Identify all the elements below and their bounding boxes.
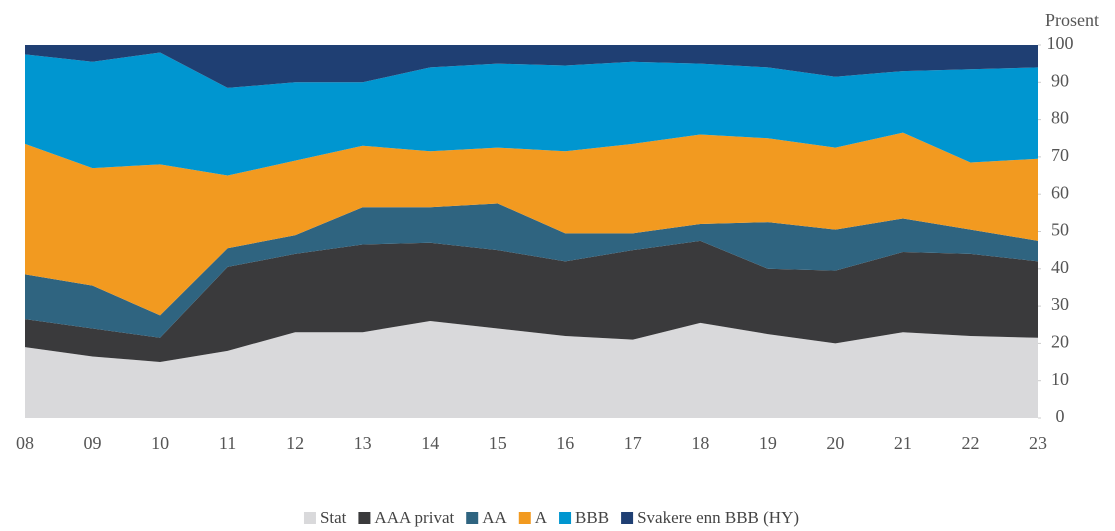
- legend-swatch: [466, 512, 479, 524]
- x-tick-label: 12: [286, 433, 304, 453]
- x-tick-label: 13: [354, 433, 372, 453]
- area: [25, 132, 1038, 316]
- legend-swatch: [559, 512, 572, 524]
- x-tick-label: 17: [624, 433, 642, 453]
- legend: Stat AAA privat AA A BBB Svakere enn BBB (HY): [303, 508, 799, 527]
- legend-item: Svakere enn BBB (HY): [621, 508, 799, 527]
- x-tick-label: 19: [759, 433, 777, 453]
- area: [25, 203, 1038, 338]
- legend-label: AAA privat: [374, 508, 454, 527]
- area: [25, 321, 1038, 418]
- legend-label: Svakere enn BBB (HY): [637, 508, 799, 527]
- x-tick-label: 21: [894, 433, 912, 453]
- y-axis-label: Prosent: [1045, 10, 1099, 30]
- legend-swatch: [621, 512, 634, 524]
- legend-swatch: [358, 512, 371, 524]
- x-tick-label: 10: [151, 433, 169, 453]
- x-tick-label: 20: [826, 433, 844, 453]
- x-tick-label: 16: [556, 433, 574, 453]
- x-tick-label: 08: [16, 433, 34, 453]
- x-tick-label: 14: [421, 433, 439, 453]
- y-tick-label: 80: [1051, 108, 1069, 128]
- y-tick-label: 40: [1051, 257, 1069, 277]
- y-tick-label: 30: [1051, 294, 1069, 314]
- legend-label: BBB: [575, 508, 609, 527]
- area: [25, 52, 1038, 176]
- legend-label: AA: [482, 508, 507, 527]
- area: [25, 240, 1038, 363]
- x-tick-label: 22: [961, 433, 979, 453]
- x-tick-label: 09: [84, 433, 102, 453]
- x-tick-label: 11: [219, 433, 236, 453]
- y-tick-label: 70: [1051, 145, 1069, 165]
- legend-swatch: [518, 512, 531, 524]
- y-tick-label: 20: [1051, 332, 1069, 352]
- legend-item: A: [518, 508, 548, 527]
- x-tick-label: 18: [691, 433, 709, 453]
- y-tick-label: 10: [1051, 369, 1069, 389]
- legend-item: AAA privat: [358, 508, 454, 527]
- legend-item: Stat: [303, 508, 347, 527]
- area: [25, 45, 1038, 88]
- legend-label: A: [535, 508, 548, 527]
- legend-swatch: [303, 512, 316, 524]
- x-tick-label: 23: [1029, 433, 1047, 453]
- y-tick-label: 50: [1051, 220, 1069, 240]
- y-tick-label: 60: [1051, 182, 1069, 202]
- legend-item: AA: [466, 508, 507, 527]
- legend-label: Stat: [320, 508, 347, 527]
- y-tick-label: 100: [1047, 33, 1074, 53]
- x-tick-label: 15: [489, 433, 507, 453]
- y-tick-label: 0: [1056, 406, 1065, 426]
- y-tick-label: 90: [1051, 70, 1069, 90]
- legend-item: BBB: [559, 508, 609, 527]
